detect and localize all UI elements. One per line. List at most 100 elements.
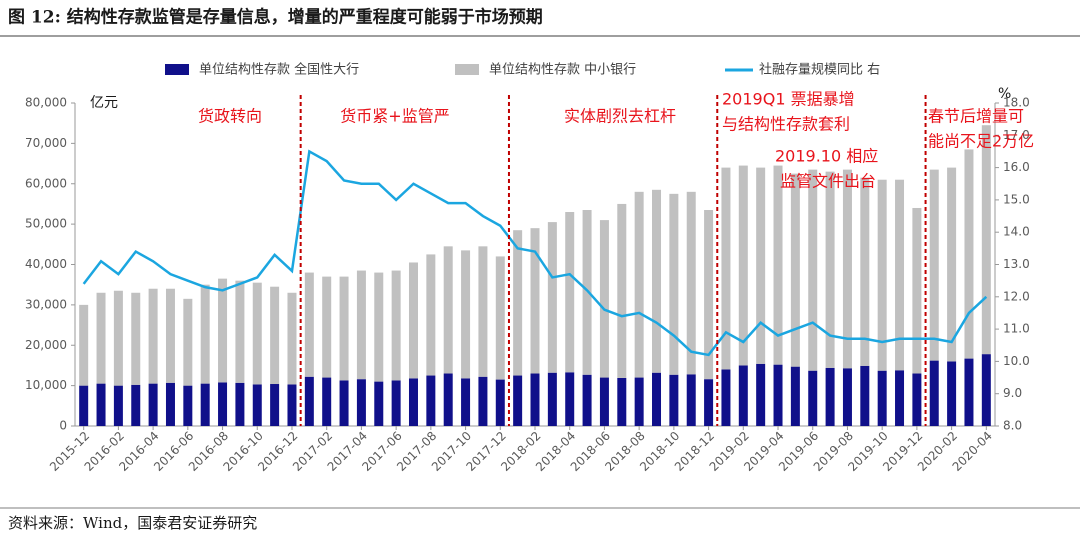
bar bbox=[547, 372, 557, 426]
bar bbox=[443, 246, 453, 374]
y2-tick-label: 16.0 bbox=[1003, 160, 1030, 174]
y2-axis-unit: % bbox=[998, 86, 1011, 102]
bar bbox=[252, 282, 262, 385]
bar bbox=[356, 379, 366, 426]
bar bbox=[825, 171, 835, 368]
bar bbox=[322, 276, 332, 378]
bar bbox=[652, 372, 662, 426]
y-tick-label: 70,000 bbox=[25, 136, 67, 150]
bar bbox=[408, 378, 418, 426]
bar bbox=[617, 203, 627, 378]
y-tick-label: 20,000 bbox=[25, 338, 67, 352]
bar bbox=[686, 374, 696, 426]
bar bbox=[842, 368, 852, 426]
bar bbox=[391, 270, 401, 381]
bar bbox=[669, 193, 679, 375]
legend-label: 社融存量规模同比 右 bbox=[759, 62, 880, 78]
y-tick-label: 50,000 bbox=[25, 217, 67, 231]
bar bbox=[131, 384, 141, 426]
bar bbox=[582, 209, 592, 375]
annotation: 能尚不足2万亿 bbox=[928, 132, 1034, 151]
y-tick-label: 60,000 bbox=[25, 176, 67, 190]
bar bbox=[652, 189, 662, 373]
bar bbox=[200, 383, 210, 426]
y2-tick-label: 9.0 bbox=[1003, 386, 1022, 400]
bar bbox=[773, 364, 783, 426]
bar bbox=[218, 278, 228, 383]
bar bbox=[582, 374, 592, 426]
legend-label: 单位结构性存款 全国性大行 bbox=[199, 62, 359, 78]
bar bbox=[252, 384, 262, 426]
bar bbox=[374, 381, 384, 426]
bar bbox=[461, 250, 471, 379]
bar bbox=[79, 304, 89, 386]
legend-swatch bbox=[455, 64, 479, 75]
bar bbox=[617, 377, 627, 426]
bar bbox=[96, 292, 106, 384]
bar bbox=[790, 173, 800, 367]
bar bbox=[808, 370, 818, 426]
bar bbox=[947, 167, 957, 362]
legend-swatch bbox=[165, 64, 189, 75]
y2-tick-label: 18.0 bbox=[1003, 96, 1030, 110]
bar bbox=[270, 384, 280, 426]
annotation: 货币紧+监管严 bbox=[340, 107, 449, 126]
bar bbox=[235, 280, 245, 383]
bar bbox=[304, 272, 314, 377]
bar bbox=[322, 377, 332, 426]
bar bbox=[704, 379, 714, 426]
y-tick-label: 40,000 bbox=[25, 257, 67, 271]
bar bbox=[461, 378, 471, 426]
bar bbox=[895, 179, 905, 371]
bar bbox=[200, 284, 210, 384]
source: 资料来源：Wind，国泰君安证券研究 bbox=[8, 514, 257, 532]
bar bbox=[218, 382, 228, 426]
line bbox=[82, 149, 988, 357]
bar bbox=[981, 354, 991, 426]
bar bbox=[947, 361, 957, 426]
bar bbox=[478, 246, 488, 377]
bar bbox=[530, 228, 540, 374]
bar bbox=[408, 262, 418, 379]
bar bbox=[183, 385, 193, 426]
y2-tick-label: 11.0 bbox=[1003, 322, 1030, 336]
bar bbox=[513, 375, 523, 426]
bar bbox=[391, 380, 401, 426]
bar bbox=[912, 207, 922, 374]
bar bbox=[183, 298, 193, 386]
y2-tick-label: 15.0 bbox=[1003, 192, 1030, 206]
bar bbox=[565, 372, 575, 426]
bar bbox=[113, 385, 123, 426]
bar bbox=[669, 374, 679, 426]
bar bbox=[79, 385, 89, 426]
bar bbox=[495, 256, 505, 380]
bar bbox=[131, 292, 141, 385]
bar bbox=[964, 358, 974, 426]
y2-tick-label: 13.0 bbox=[1003, 257, 1030, 271]
bar bbox=[599, 220, 609, 378]
bar bbox=[356, 270, 366, 380]
y2-tick-label: 12.0 bbox=[1003, 289, 1030, 303]
bar bbox=[825, 367, 835, 426]
bar bbox=[929, 360, 939, 426]
bar bbox=[860, 365, 870, 426]
bar bbox=[495, 379, 505, 426]
bar bbox=[426, 254, 436, 376]
bar bbox=[738, 365, 748, 426]
bar bbox=[374, 272, 384, 382]
y-tick-label: 30,000 bbox=[25, 297, 67, 311]
legend-label: 单位结构性存款 中小银行 bbox=[489, 63, 636, 78]
bar bbox=[113, 290, 123, 386]
bar bbox=[513, 230, 523, 376]
bar bbox=[756, 363, 766, 426]
bar bbox=[165, 288, 175, 383]
bar bbox=[964, 149, 974, 359]
bar bbox=[599, 377, 609, 426]
bar bbox=[443, 373, 453, 426]
chart-title: 图 12: 结构性存款监管是存量信息，增量的严重程度可能弱于市场预期 bbox=[8, 7, 543, 28]
bar bbox=[148, 288, 158, 384]
y2-tick-label: 8.0 bbox=[1003, 419, 1022, 433]
y2-tick-label: 14.0 bbox=[1003, 225, 1030, 239]
bar bbox=[721, 369, 731, 426]
